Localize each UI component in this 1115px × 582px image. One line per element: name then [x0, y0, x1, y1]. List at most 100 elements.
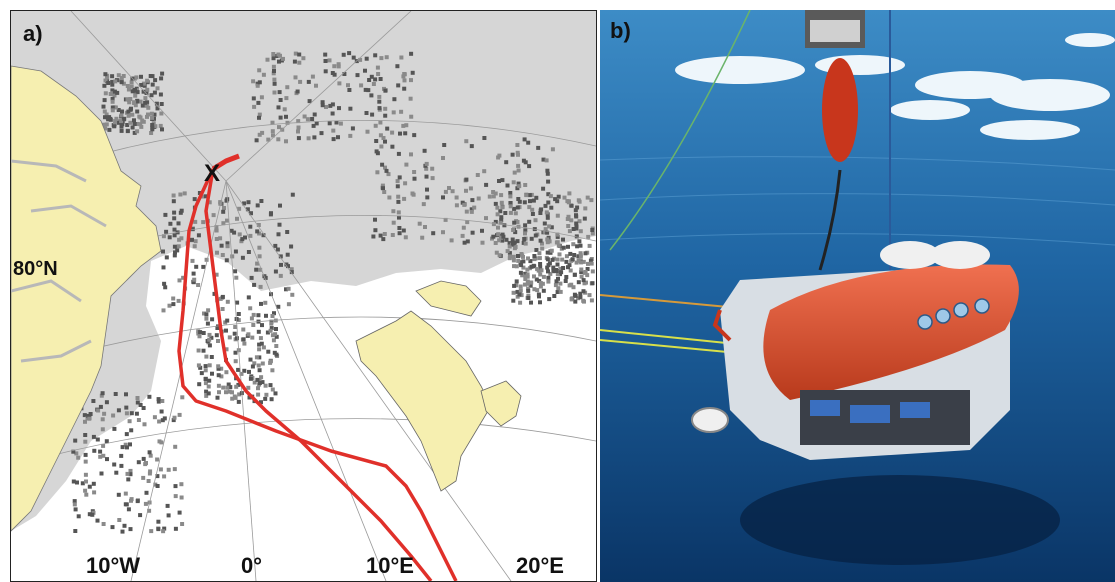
ice-pixel: [255, 229, 260, 234]
ice-pixel: [150, 123, 155, 127]
ice-pixel: [395, 64, 400, 69]
ice-pixel: [469, 209, 474, 214]
ice-pixel: [172, 210, 177, 215]
ice-pixel: [108, 117, 113, 122]
ice-pixel: [375, 65, 380, 70]
ice-pixel: [544, 210, 549, 215]
ice-pixel: [495, 212, 500, 217]
ice-pixel: [112, 462, 117, 467]
ice-pixel: [573, 299, 578, 304]
ice-pixel: [411, 192, 416, 197]
ice-pixel: [589, 261, 594, 266]
ice-pixel: [218, 296, 223, 301]
ice-pixel: [237, 392, 242, 397]
ice-pixel: [273, 391, 278, 396]
ice-pixel: [574, 234, 579, 239]
ice-pixel: [116, 108, 121, 112]
ice-pixel: [230, 254, 235, 259]
ice-pixel: [260, 323, 264, 328]
ice-pixel: [555, 234, 560, 239]
ice-pixel: [564, 259, 569, 264]
ice-pixel: [417, 221, 422, 226]
ice-pixel: [510, 237, 515, 242]
ice-pixel: [112, 89, 117, 94]
ice-pixel: [203, 376, 208, 381]
ice-pixel: [248, 224, 253, 229]
ice-pixel: [110, 96, 115, 101]
ice-pixel: [561, 245, 566, 250]
ice-pixel: [119, 453, 124, 458]
ice-pixel: [196, 348, 201, 353]
ice-pixel: [101, 453, 106, 458]
ice-pixel: [197, 334, 202, 339]
ice-pixel: [391, 220, 396, 225]
ice-pixel: [256, 223, 261, 227]
ice-pixel: [396, 210, 401, 215]
ice-pixel: [367, 78, 372, 82]
ice-pixel: [424, 166, 429, 171]
ice-pixel: [135, 90, 140, 95]
ice-pixel: [259, 199, 264, 203]
ice-pixel: [573, 208, 578, 213]
lon-label-10w: 10°W: [86, 553, 140, 578]
ice-pixel: [371, 234, 376, 239]
ice-pixel: [110, 105, 115, 110]
ice-pixel: [201, 264, 206, 269]
ice-pixel: [264, 392, 269, 397]
ice-pixel: [373, 53, 378, 58]
ice-pixel: [125, 123, 130, 127]
ice-pixel: [378, 120, 383, 125]
ice-pixel: [284, 114, 288, 119]
ice-pixel: [153, 482, 158, 487]
ice-pixel: [462, 202, 467, 207]
ice-pixel: [218, 236, 223, 241]
ice-pixel: [491, 222, 496, 227]
ice-pixel: [138, 403, 143, 407]
ice-pixel: [102, 83, 107, 88]
ice-pixel: [256, 313, 261, 318]
ice-pixel: [525, 272, 530, 277]
ice-pixel: [103, 91, 108, 96]
ice-pixel: [152, 112, 157, 117]
ice-pixel: [191, 271, 196, 276]
ice-pixel: [337, 81, 342, 86]
ice-pixel: [144, 91, 149, 95]
ice-pixel: [156, 519, 161, 524]
ice-pixel: [507, 241, 512, 246]
ice-pixel: [493, 241, 498, 245]
ice-pixel: [156, 527, 161, 532]
ice-pixel: [366, 88, 371, 93]
ice-pixel: [249, 211, 253, 216]
ice-pixel: [214, 237, 219, 241]
ice-pixel: [526, 293, 531, 298]
ice-pixel: [531, 198, 536, 203]
ice-pixel: [260, 361, 265, 366]
ice-pixel: [119, 76, 124, 80]
ice-pixel: [173, 250, 177, 255]
ice-pixel: [245, 207, 250, 212]
ice-pixel: [480, 240, 485, 245]
ice-pixel: [278, 254, 283, 259]
ice-pixel: [420, 235, 425, 240]
ice-pixel: [538, 284, 543, 289]
ice-pixel: [161, 308, 166, 313]
ice-pixel: [530, 207, 535, 212]
ice-pixel: [276, 52, 281, 57]
ice-pixel: [578, 229, 583, 234]
ice-pixel: [215, 250, 219, 255]
ice-pixel: [162, 526, 167, 531]
ice-pixel: [424, 161, 429, 166]
ice-pixel: [100, 427, 105, 432]
ice-pixel: [125, 129, 130, 134]
ice-pixel: [539, 207, 544, 212]
ice-pixel: [240, 255, 245, 260]
ice-pixel: [517, 199, 522, 204]
ice-pixel: [395, 179, 400, 184]
ice-pixel: [403, 131, 408, 136]
ice-pixel: [274, 327, 278, 331]
ice-pixel: [199, 371, 204, 376]
ice-pixel: [103, 126, 108, 131]
ice-pixel: [377, 94, 382, 99]
ice-pixel: [365, 129, 370, 134]
ice-pixel: [215, 395, 220, 400]
